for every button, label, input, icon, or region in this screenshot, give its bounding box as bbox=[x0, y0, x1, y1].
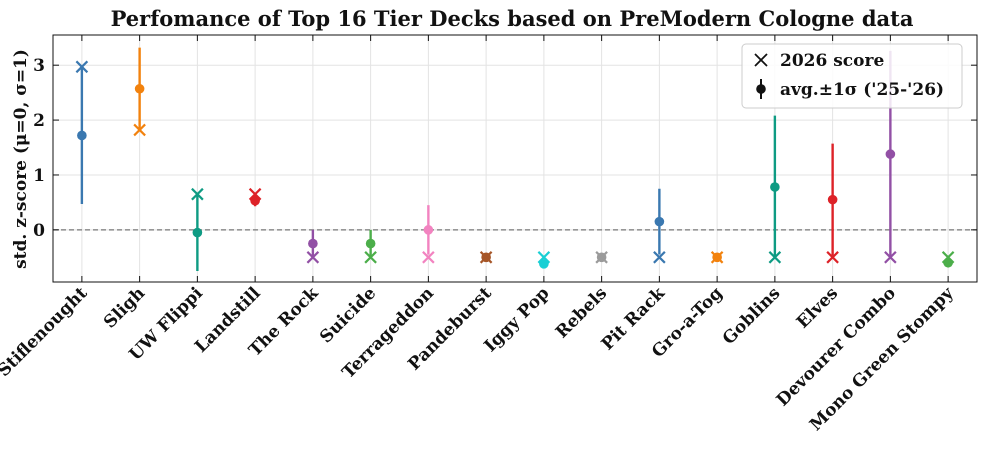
score-2026-marker-stroke bbox=[768, 251, 782, 264]
score-2026-marker-stroke bbox=[941, 251, 955, 264]
ticks bbox=[53, 35, 977, 282]
y-tick-labels: 0 1 2 3 bbox=[33, 56, 45, 241]
score-2026-marker bbox=[364, 251, 377, 264]
score-2026-marker bbox=[479, 251, 493, 264]
legend: 2026 score avg.±1σ ('25-'26) bbox=[741, 43, 963, 109]
score-2026-marker-stroke bbox=[537, 251, 551, 264]
score-2026-marker bbox=[75, 60, 89, 74]
score-2026-marker-stroke bbox=[191, 187, 204, 201]
y-tick-label: 3 bbox=[33, 56, 45, 76]
score-2026-marker-stroke bbox=[248, 187, 262, 201]
avg-point bbox=[192, 227, 203, 238]
score-2026-marker bbox=[826, 251, 839, 264]
y-axis-label: std. z-score (μ=0, σ=1) bbox=[11, 49, 31, 269]
score-2026-marker-stroke bbox=[710, 251, 724, 264]
avg-point bbox=[77, 130, 87, 141]
score-2026-marker-stroke bbox=[595, 251, 608, 264]
legend-label-2026: 2026 score bbox=[780, 51, 884, 71]
score-2026-marker-stroke bbox=[422, 251, 435, 264]
y-tick-label: 0 bbox=[33, 221, 45, 241]
avg-point bbox=[250, 195, 260, 206]
legend-x-marker-icon bbox=[754, 53, 768, 67]
score-2026-marker bbox=[537, 251, 551, 264]
score-2026-marker bbox=[768, 251, 782, 264]
score-2026-marker bbox=[710, 251, 724, 264]
avg-point bbox=[770, 182, 780, 192]
x-tick-label: Goblins bbox=[719, 283, 784, 348]
avg-point bbox=[654, 216, 665, 227]
score-2026-marker bbox=[884, 251, 897, 264]
score-2026-marker bbox=[595, 251, 608, 264]
avg-point bbox=[885, 149, 896, 159]
score-2026-marker-stroke bbox=[826, 251, 839, 264]
score-2026-marker bbox=[422, 251, 435, 264]
y-tick-label: 2 bbox=[33, 111, 45, 131]
score-2026-marker bbox=[941, 251, 955, 264]
score-2026-markers bbox=[75, 60, 955, 264]
legend-errorbar-icon bbox=[756, 79, 766, 99]
x-tick-label: Rebels bbox=[552, 283, 611, 342]
avg-point bbox=[827, 194, 838, 205]
avg-point bbox=[423, 225, 434, 235]
legend-box bbox=[741, 43, 963, 109]
score-2026-marker bbox=[248, 187, 262, 201]
x-tick-label: Elves bbox=[793, 283, 842, 332]
score-2026-marker bbox=[306, 251, 320, 264]
score-2026-marker-stroke bbox=[884, 251, 897, 264]
avg-point bbox=[539, 259, 549, 269]
y-tick-label: 1 bbox=[33, 166, 45, 186]
score-2026-marker bbox=[653, 251, 666, 264]
score-2026-marker bbox=[133, 123, 146, 137]
x-tick-label: Sligh bbox=[100, 283, 149, 332]
avg-point bbox=[308, 238, 318, 249]
score-2026-marker-stroke bbox=[75, 60, 89, 74]
legend-label-avg: avg.±1σ ('25-'26) bbox=[780, 80, 944, 100]
chart-title: Perfomance of Top 16 Tier Decks based on… bbox=[111, 6, 914, 31]
score-2026-marker-stroke bbox=[653, 251, 666, 264]
score-2026-marker bbox=[191, 187, 204, 201]
avg-point bbox=[365, 238, 376, 249]
score-2026-marker-stroke bbox=[306, 251, 320, 264]
x-tick-label: Stiflenought bbox=[0, 283, 92, 381]
avg-point bbox=[134, 83, 145, 94]
avg-points bbox=[77, 83, 953, 269]
score-2026-marker-stroke bbox=[133, 123, 146, 137]
score-2026-marker-stroke bbox=[479, 251, 493, 264]
plot-frame bbox=[52, 34, 978, 283]
score-2026-marker-stroke bbox=[364, 251, 377, 264]
